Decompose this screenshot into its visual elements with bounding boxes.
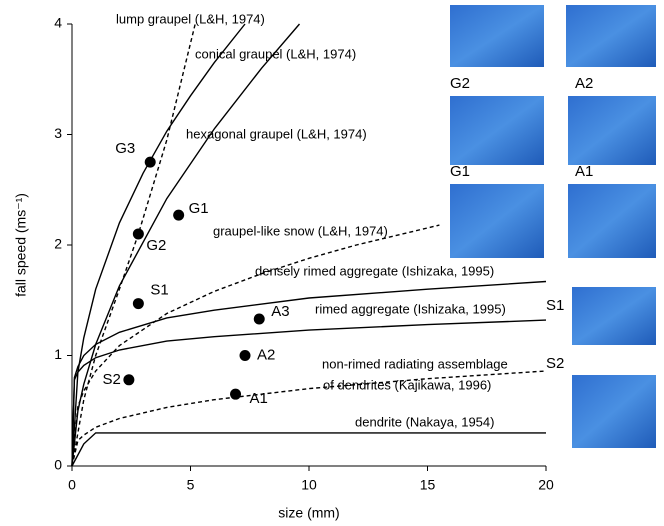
x-tick-label: 15 xyxy=(420,477,436,493)
data-point xyxy=(253,313,265,325)
y-tick-label: 2 xyxy=(54,236,62,252)
plot-area: 0 1 2 3 4 0 5 10 15 20 lump graupel (L&H, 1974) con… xyxy=(54,11,554,492)
photo xyxy=(450,5,544,67)
data-point xyxy=(132,228,144,240)
point-label: S2 xyxy=(103,371,121,388)
x-axis-title: size (mm) xyxy=(278,505,339,521)
y-tick-label: 1 xyxy=(54,346,62,362)
point-label: G2 xyxy=(146,237,166,254)
curve xyxy=(71,432,546,467)
data-point xyxy=(173,209,185,221)
x-tick-label: 5 xyxy=(187,477,195,493)
point-label: A3 xyxy=(271,303,289,320)
photo xyxy=(450,96,544,165)
y-axis-title: fall speed (ms⁻¹) xyxy=(13,193,29,297)
x-tick-label: 20 xyxy=(538,477,554,493)
photo xyxy=(566,5,656,67)
curve xyxy=(71,280,547,467)
point-label: A1 xyxy=(250,390,268,407)
photo-label: G1 xyxy=(450,163,470,180)
data-point xyxy=(123,374,135,386)
photo xyxy=(568,184,656,258)
curve-label: rimed aggregate (Ishizaka, 1995) xyxy=(315,301,506,316)
photo xyxy=(572,375,656,448)
data-point xyxy=(132,298,144,310)
photo-label: A2 xyxy=(575,75,593,92)
photo xyxy=(572,287,656,345)
y-tick-label: 3 xyxy=(54,125,62,141)
curve-label: of dendrites (Kajikawa, 1996) xyxy=(323,377,491,392)
y-tick-label: 0 xyxy=(54,457,62,473)
photo-label: G2 xyxy=(450,75,470,92)
point-label: A2 xyxy=(257,346,275,363)
curve-label: conical graupel (L&H, 1974) xyxy=(195,46,356,61)
curve-label: densely rimed aggregate (Ishizaka, 1995) xyxy=(255,263,494,278)
y-tick-label: 4 xyxy=(54,15,62,31)
point-label: S1 xyxy=(150,282,168,299)
photo-label: S1 xyxy=(546,297,564,314)
point-label: G1 xyxy=(189,200,209,217)
data-point xyxy=(239,350,251,361)
data-point xyxy=(144,156,156,168)
point-label: G3 xyxy=(115,140,135,157)
curve xyxy=(71,23,196,467)
curve-label: lump graupel (L&H, 1974) xyxy=(116,11,265,26)
curve-label: dendrite (Nakaya, 1954) xyxy=(355,414,494,429)
photo-label: S2 xyxy=(546,355,564,372)
curve xyxy=(71,370,547,467)
x-tick-label: 0 xyxy=(68,477,76,493)
curve xyxy=(71,319,547,467)
x-tick-label: 10 xyxy=(301,477,317,493)
photo-panel: G2 A2 G1 A1 S1 S2 xyxy=(450,5,656,448)
curve xyxy=(71,23,246,467)
data-point xyxy=(230,388,242,400)
photo xyxy=(450,184,544,258)
photo xyxy=(568,96,656,165)
curve-label: non-rimed radiating assemblage xyxy=(322,356,508,371)
curve xyxy=(71,224,440,467)
photo-label: A1 xyxy=(575,163,593,180)
curve-label: graupel-like snow (L&H, 1974) xyxy=(213,223,388,238)
curve-label: hexagonal graupel (L&H, 1974) xyxy=(186,126,367,141)
